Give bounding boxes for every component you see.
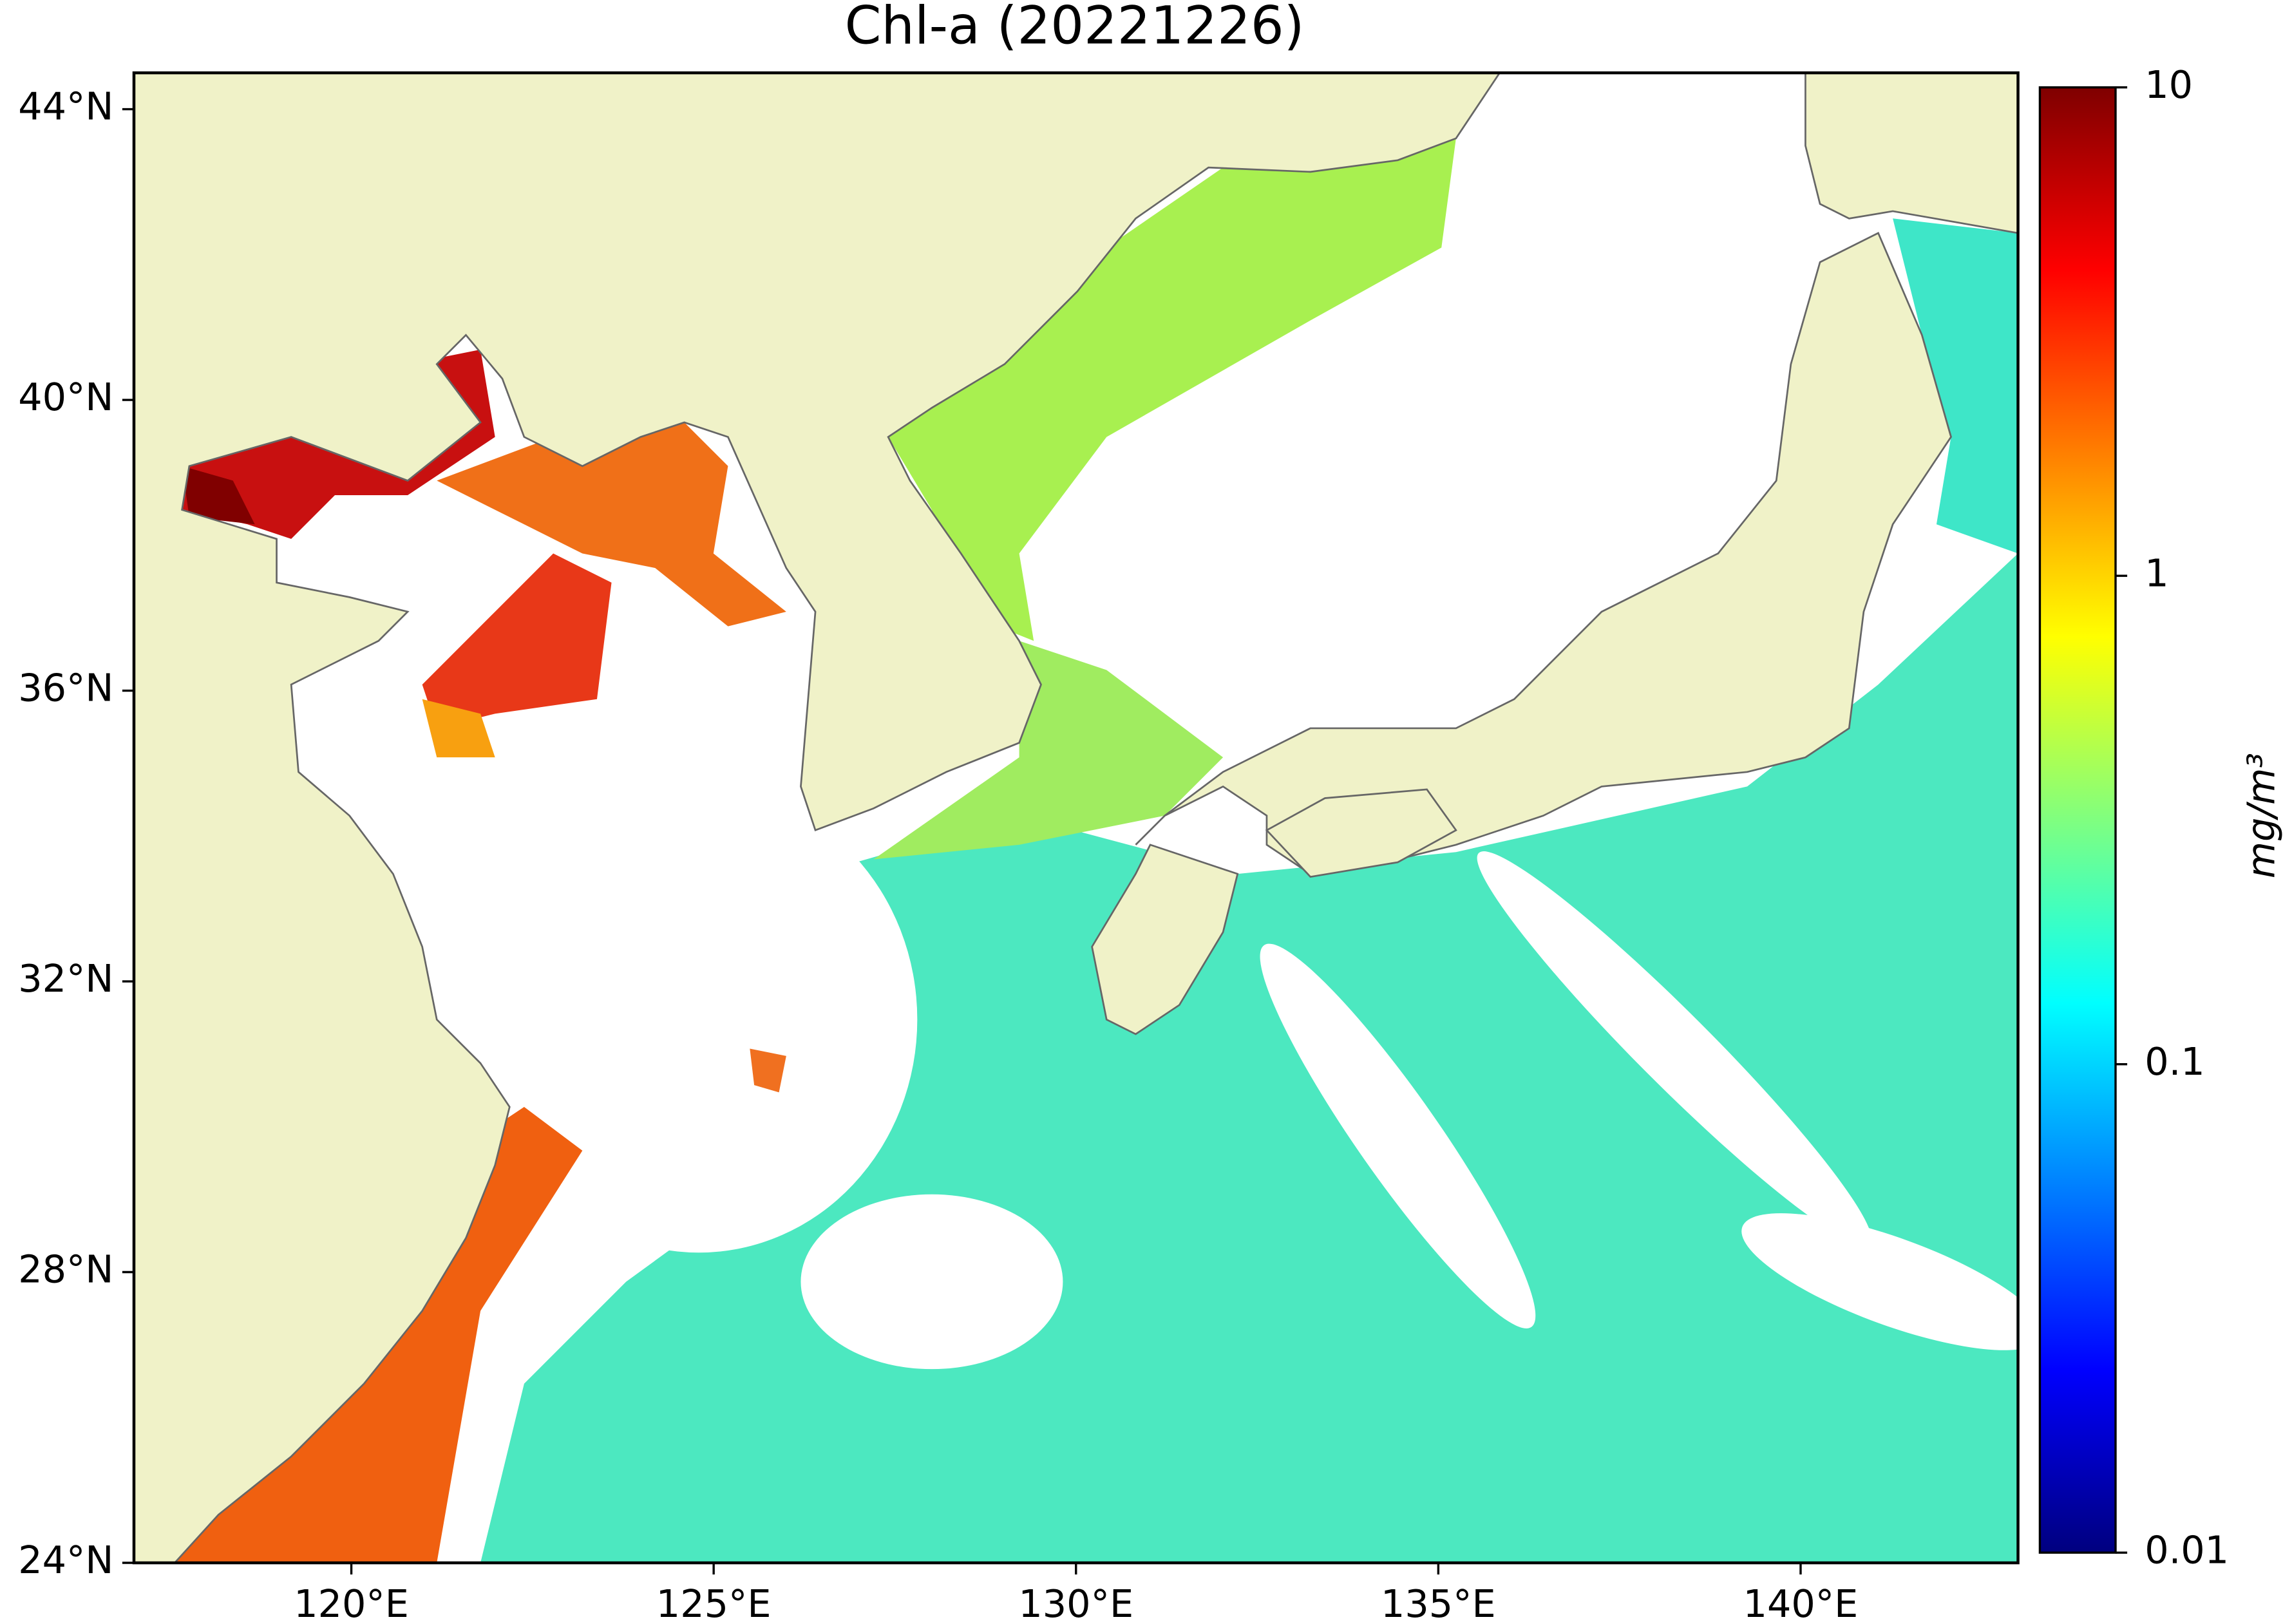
x-tick-label: 140°E <box>1743 1582 1859 1624</box>
cloud-gap <box>1260 943 1536 1328</box>
chl-sea-of-japan <box>888 138 1456 641</box>
y-tick-label: 32°N <box>18 956 113 1001</box>
y-tick-label: 40°N <box>18 375 113 419</box>
land-kyushu <box>1091 844 1239 1035</box>
land-asia <box>133 73 1501 1563</box>
chl-korea-bay <box>437 422 786 627</box>
colorbar-tick-label: 10 <box>2145 62 2193 107</box>
y-tick-label: 28°N <box>18 1247 113 1292</box>
colorbar-tick-label: 1 <box>2145 551 2168 595</box>
colorbar-tick-label: 0.1 <box>2145 1039 2204 1084</box>
chl-bohai-inner <box>182 466 255 525</box>
colorbar-tick-label: 0.01 <box>2145 1527 2229 1572</box>
y-tick-label: 36°N <box>18 666 113 710</box>
x-tick-label: 120°E <box>294 1582 409 1624</box>
land-honshu <box>1135 232 1953 875</box>
map-area <box>133 73 2018 1563</box>
land-hokkaido <box>1805 73 2018 234</box>
chl-pacific-north <box>1893 218 2018 554</box>
chl-tsushima <box>873 641 1224 860</box>
x-tick-label: 125°E <box>656 1582 772 1624</box>
cloud-gap <box>480 786 918 1253</box>
x-tick-label: 135°E <box>1381 1582 1496 1624</box>
chl-patch <box>750 1048 786 1093</box>
cloud-gap <box>1477 851 1872 1247</box>
cloud-gap <box>800 1194 1063 1370</box>
colorbar-label: mg/m³ <box>2239 753 2283 878</box>
cloud-gap <box>1741 1213 2018 1350</box>
colorbar <box>2038 86 2117 1554</box>
y-tick-label: 24°N <box>18 1538 113 1582</box>
x-tick-label: 130°E <box>1018 1582 1133 1624</box>
map-title: Chl-a (20221226) <box>845 0 1305 57</box>
chl-patch <box>422 699 495 758</box>
land-shikoku <box>1265 788 1457 878</box>
y-tick-label: 44°N <box>18 84 113 129</box>
chl-yellow-sea <box>422 553 612 728</box>
